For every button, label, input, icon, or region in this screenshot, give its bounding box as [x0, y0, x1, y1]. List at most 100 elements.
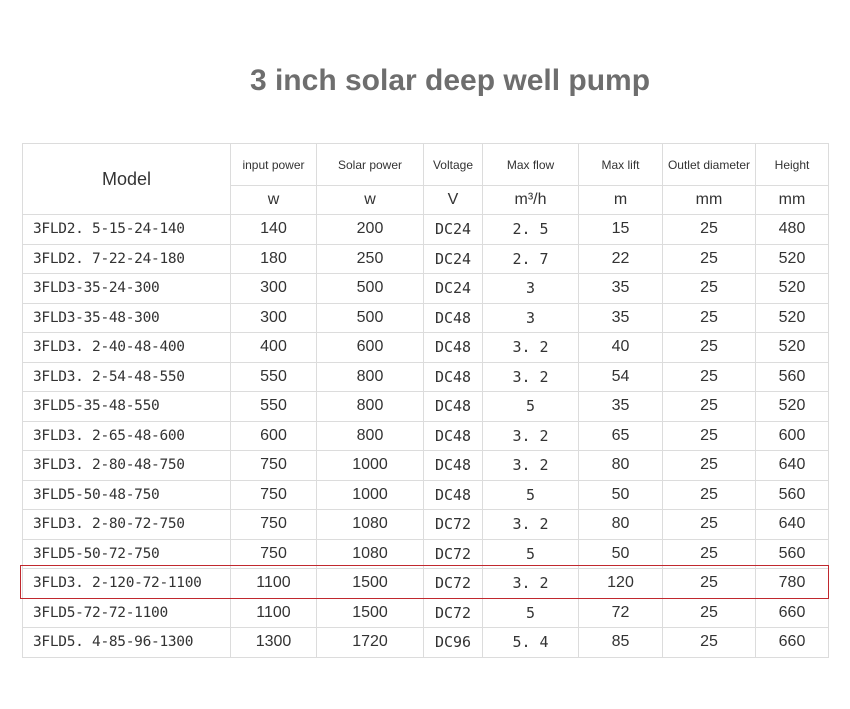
model-cell: 3FLD3. 2-54-48-550: [22, 361, 231, 392]
data-row: 3FLD3. 2-54-48-550 550 800 DC48 3. 2 54 25 560: [22, 361, 829, 392]
model-cell: 3FLD3. 2-80-48-750: [22, 450, 231, 481]
model-cell: 3FLD5-50-72-750: [22, 538, 231, 569]
model-cell: 3FLD2. 5-15-24-140: [22, 214, 231, 245]
cell: DC72: [423, 568, 483, 599]
cell: 750: [230, 479, 317, 510]
cell: 1500: [316, 568, 424, 599]
cell: DC48: [423, 361, 483, 392]
cell: 3. 2: [482, 450, 579, 481]
model-cell: 3FLD5-72-72-1100: [22, 597, 231, 628]
model-cell: 3FLD3. 2-40-48-400: [22, 332, 231, 363]
cell: 5: [482, 597, 579, 628]
cell: 5: [482, 391, 579, 422]
cell: 600: [755, 420, 829, 451]
column-header: Height: [755, 143, 829, 186]
cell: 1500: [316, 597, 424, 628]
title: 3 inch solar deep well pump: [249, 64, 651, 97]
cell: 250: [316, 243, 424, 274]
unit: w: [316, 185, 424, 215]
cell: 520: [755, 332, 829, 363]
cell: 3. 2: [482, 361, 579, 392]
cell: 65: [578, 420, 663, 451]
data-row: 3FLD3. 2-80-72-750 750 1080 DC72 3. 2 80 25 640: [22, 509, 829, 540]
data-row: 3FLD3. 2-40-48-400 400 600 DC48 3. 2 40 25 520: [22, 332, 829, 363]
cell: 72: [578, 597, 663, 628]
cell: 3: [482, 273, 579, 304]
cell: 520: [755, 273, 829, 304]
cell: 2. 5: [482, 214, 579, 245]
cell: 750: [230, 450, 317, 481]
cell: 25: [662, 361, 756, 392]
cell: 25: [662, 302, 756, 333]
cell: DC96: [423, 627, 483, 658]
cell: 400: [230, 332, 317, 363]
cell: 500: [316, 302, 424, 333]
model-cell: 3FLD2. 7-22-24-180: [22, 243, 231, 274]
cell: 3. 2: [482, 420, 579, 451]
column-header: Solar power: [316, 143, 424, 186]
cell: 560: [755, 538, 829, 569]
data-row: 3FLD5-50-48-750 750 1000 DC48 5 50 25 560: [22, 479, 829, 510]
cell: 25: [662, 243, 756, 274]
cell: 780: [755, 568, 829, 599]
cell: 40: [578, 332, 663, 363]
unit: m³/h: [482, 185, 579, 215]
data-row: 3FLD3-35-24-300 300 500 DC24 3 35 25 520: [22, 273, 829, 304]
cell: 300: [230, 273, 317, 304]
cell: 520: [755, 391, 829, 422]
model-cell: 3FLD3-35-48-300: [22, 302, 231, 333]
cell: 300: [230, 302, 317, 333]
cell: 640: [755, 509, 829, 540]
model-cell: 3FLD3. 2-120-72-1100: [22, 568, 231, 599]
cell: 560: [755, 479, 829, 510]
cell: 35: [578, 391, 663, 422]
cell: DC48: [423, 391, 483, 422]
model-cell: 3FLD3-35-24-300: [22, 273, 231, 304]
unit: mm: [662, 185, 756, 215]
data-row: 3FLD3. 2-120-72-1100 1100 1500 DC72 3. 2 120 2…: [22, 568, 829, 599]
cell: 800: [316, 391, 424, 422]
cell: 3: [482, 302, 579, 333]
cell: 54: [578, 361, 663, 392]
cell: 25: [662, 479, 756, 510]
column-header: Max lift: [578, 143, 663, 186]
cell: 3. 2: [482, 568, 579, 599]
model-header: Model: [22, 143, 231, 215]
cell: 640: [755, 450, 829, 481]
cell: 1000: [316, 450, 424, 481]
cell: 660: [755, 627, 829, 658]
cell: 800: [316, 420, 424, 451]
cell: 560: [755, 361, 829, 392]
cell: DC72: [423, 509, 483, 540]
cell: 180: [230, 243, 317, 274]
cell: 1300: [230, 627, 317, 658]
model-cell: 3FLD5. 4-85-96-1300: [22, 627, 231, 658]
cell: DC72: [423, 597, 483, 628]
cell: DC24: [423, 214, 483, 245]
unit: m: [578, 185, 663, 215]
data-row: 3FLD2. 7-22-24-180 180 250 DC24 2. 7 22 25 520: [22, 243, 829, 274]
cell: 25: [662, 538, 756, 569]
cell: 22: [578, 243, 663, 274]
cell: 35: [578, 273, 663, 304]
cell: 520: [755, 302, 829, 333]
unit: V: [423, 185, 483, 215]
cell: 480: [755, 214, 829, 245]
cell: 50: [578, 479, 663, 510]
cell: 5: [482, 538, 579, 569]
data-row: 3FLD3. 2-80-48-750 750 1000 DC48 3. 2 80 25 640: [22, 450, 829, 481]
cell: 520: [755, 243, 829, 274]
column-header: input power: [230, 143, 317, 186]
data-row: 3FLD3-35-48-300 300 500 DC48 3 35 25 520: [22, 302, 829, 333]
cell: 500: [316, 273, 424, 304]
cell: 750: [230, 509, 317, 540]
unit: w: [230, 185, 317, 215]
model-cell: 3FLD5-35-48-550: [22, 391, 231, 422]
data-row: 3FLD5. 4-85-96-1300 1300 1720 DC96 5. 4 85 25 6…: [22, 627, 829, 658]
cell: 3. 2: [482, 509, 579, 540]
data-row: 3FLD3. 2-65-48-600 600 800 DC48 3. 2 65 25 600: [22, 420, 829, 451]
cell: 600: [316, 332, 424, 363]
cell: 25: [662, 391, 756, 422]
